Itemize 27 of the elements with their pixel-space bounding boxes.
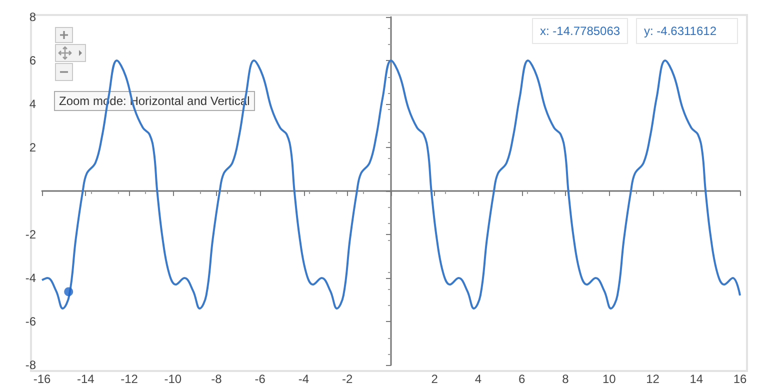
- x-tick-label: 12: [646, 372, 660, 386]
- x-tick-label: -8: [211, 372, 222, 386]
- x-tick-label: -16: [33, 372, 51, 386]
- y-tick-label: -2: [25, 228, 36, 242]
- x-tick-label: -10: [164, 372, 182, 386]
- x-tick-label: -12: [120, 372, 138, 386]
- y-tick-label: -8: [25, 358, 36, 372]
- y-tick-label: 2: [29, 140, 36, 154]
- x-tick-label: 16: [733, 372, 747, 386]
- x-tick-label: 4: [474, 372, 482, 386]
- y-tick-label: 8: [29, 10, 36, 24]
- x-tick-label: -6: [254, 372, 266, 386]
- y-tick-label: -6: [25, 314, 36, 328]
- line-series: [41, 60, 741, 310]
- y-tick-label: 6: [29, 54, 36, 68]
- y-tick-label: 4: [29, 97, 36, 111]
- x-tick-label: -14: [76, 372, 95, 386]
- x-tick-label: 8: [562, 372, 570, 386]
- x-tick-label: 10: [602, 372, 616, 386]
- x-tick-label: 2: [431, 372, 438, 386]
- x-tick-label: -4: [298, 372, 310, 386]
- annotation: x: -14.7785063: [532, 18, 628, 44]
- x-tick-label: 14: [690, 372, 704, 386]
- x-tick-label: -2: [342, 372, 354, 386]
- y-tick-label: -4: [25, 271, 36, 285]
- annotation: y: -4.6311612: [636, 18, 738, 44]
- x-tick-label: 6: [518, 372, 526, 386]
